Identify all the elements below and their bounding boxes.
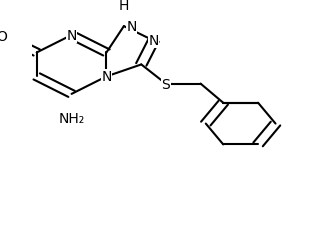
Text: S: S: [161, 77, 170, 91]
Text: N: N: [101, 70, 112, 84]
Text: NH₂: NH₂: [58, 111, 85, 125]
Text: O: O: [0, 30, 7, 44]
Text: N: N: [148, 34, 159, 48]
Text: N: N: [67, 29, 77, 43]
Text: H: H: [119, 0, 129, 12]
Text: N: N: [126, 20, 137, 34]
